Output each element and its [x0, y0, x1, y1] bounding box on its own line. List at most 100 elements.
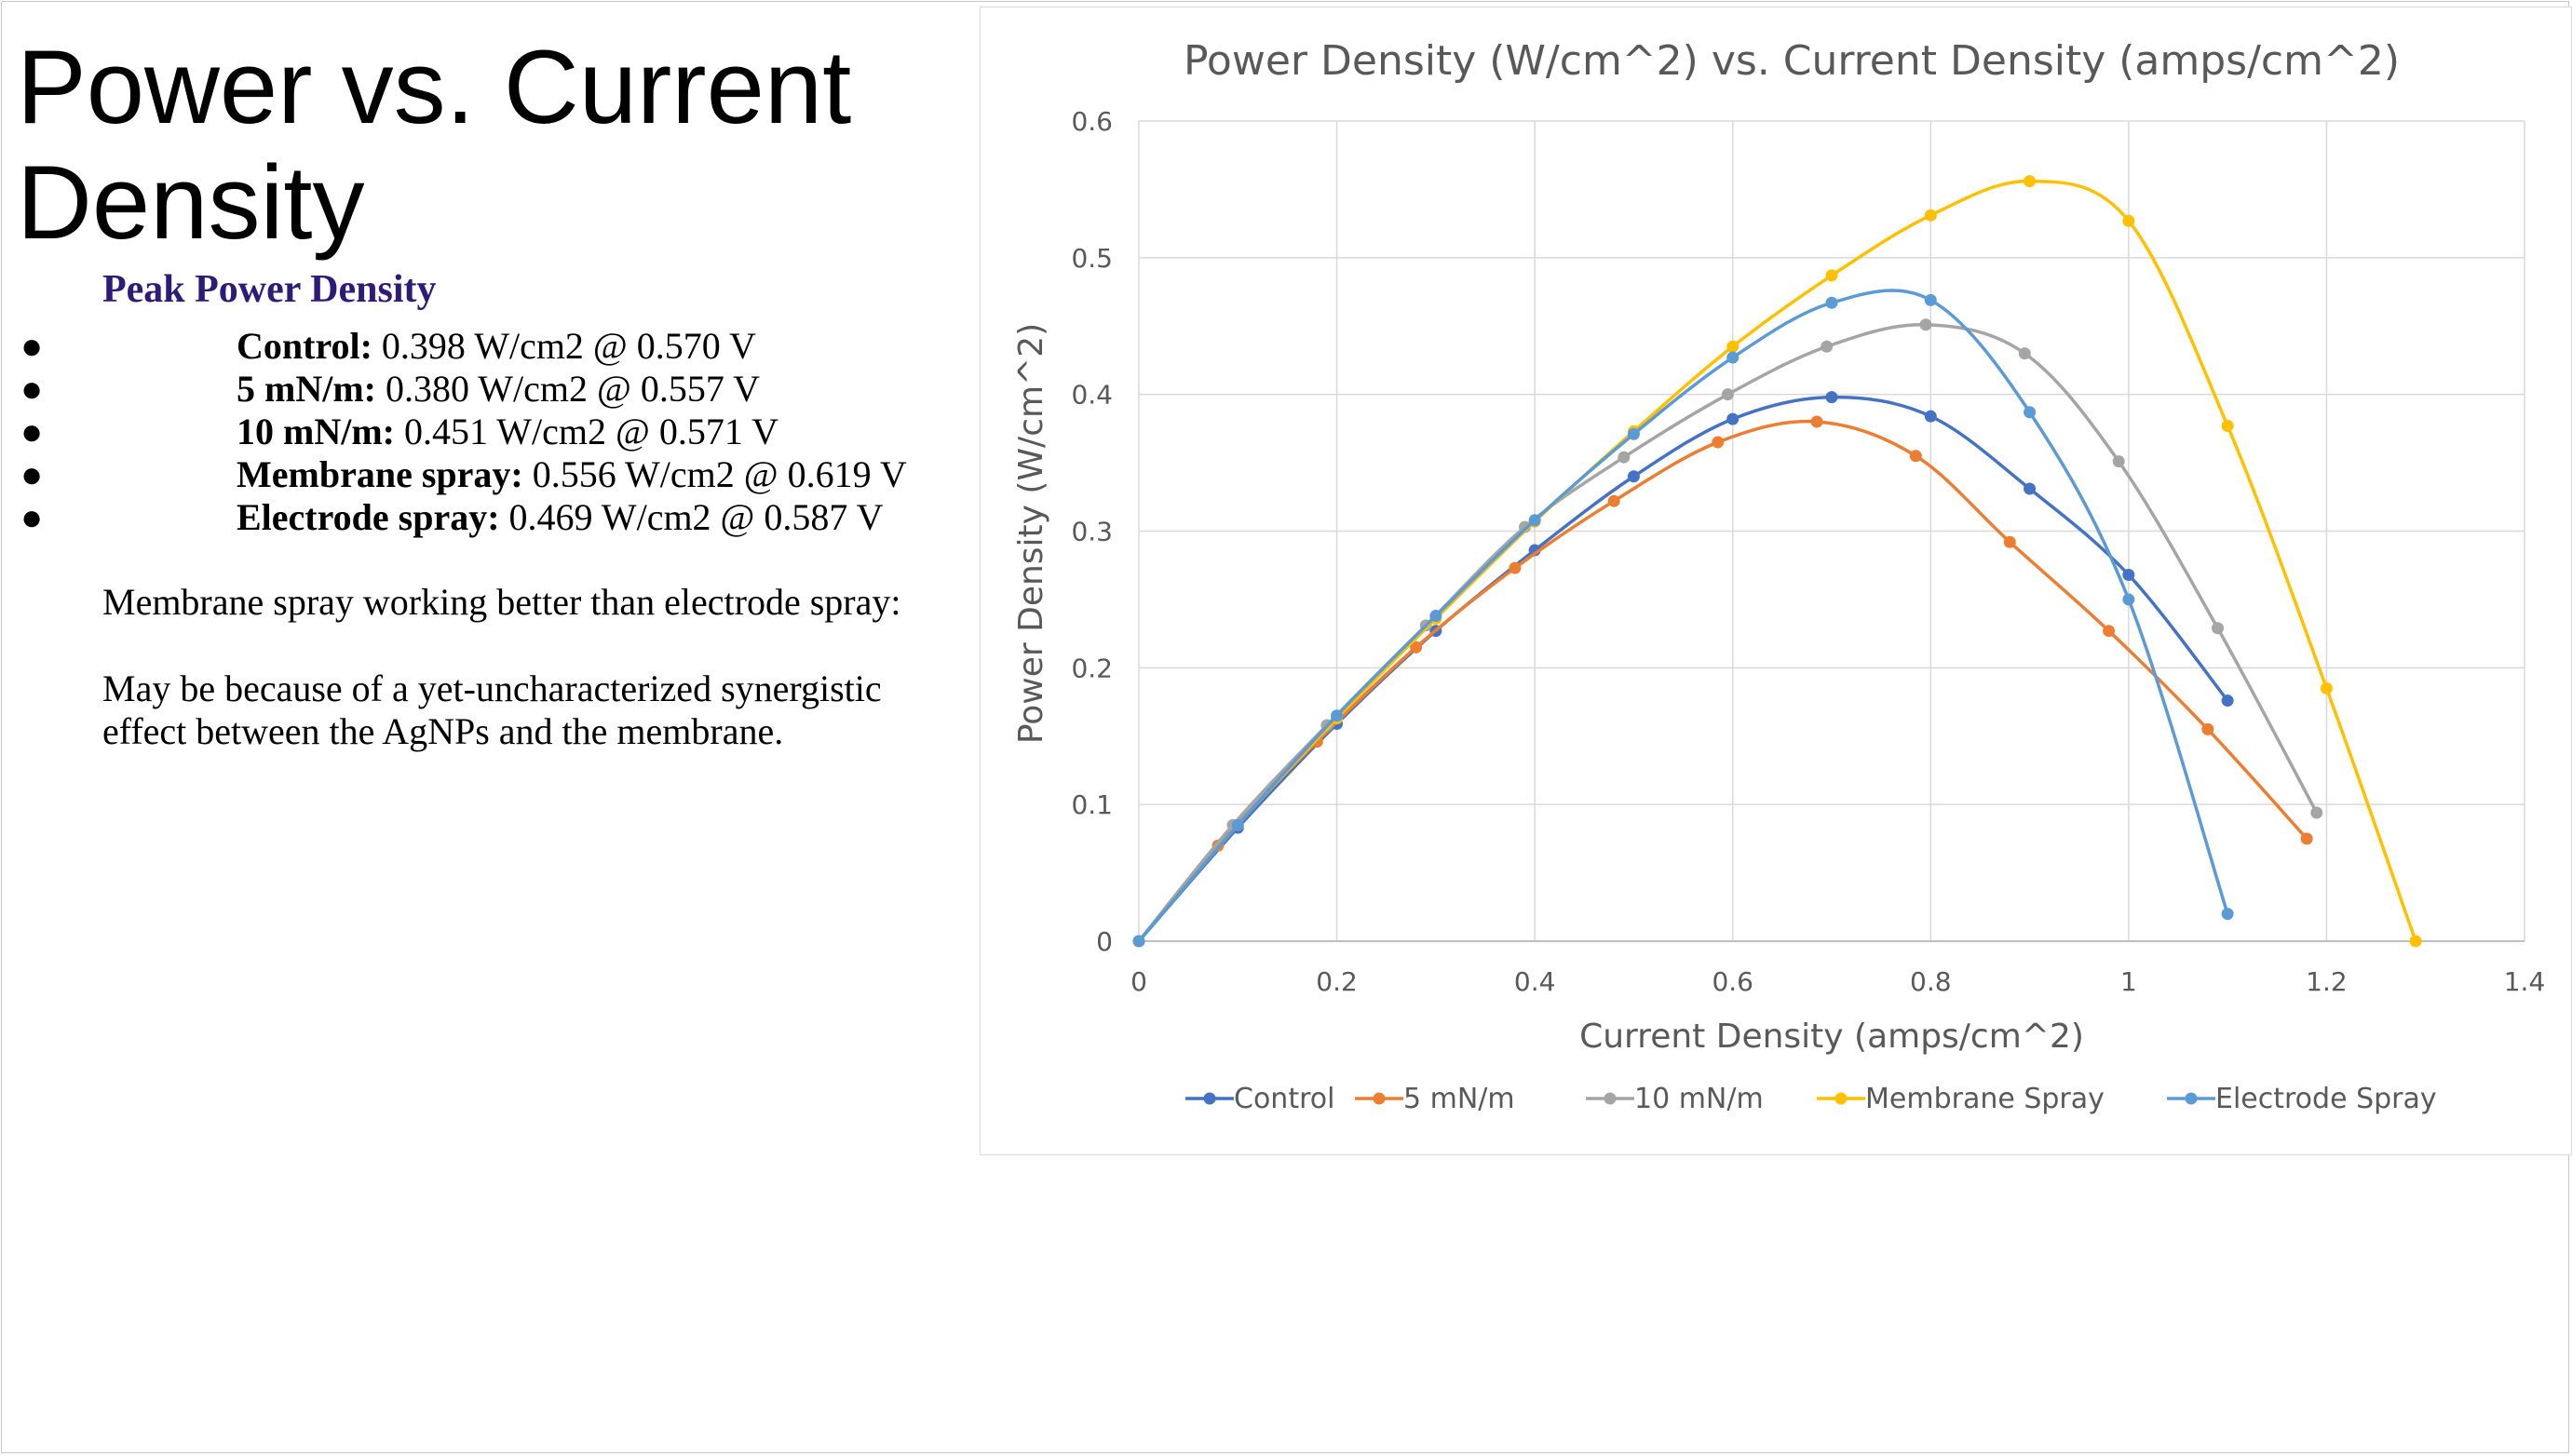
bullet-icon: ●: [20, 496, 44, 538]
peak-text: Electrode spray: 0.469 W/cm2 @ 0.587 V: [237, 496, 884, 539]
data-point: [2212, 622, 2225, 635]
bullet-icon: ●: [20, 325, 44, 367]
data-point: [1132, 935, 1145, 948]
data-point: [1825, 269, 1838, 282]
data-point: [2320, 681, 2333, 694]
data-point: [2018, 347, 2031, 360]
legend-item: Electrode Spray: [2167, 1083, 2437, 1115]
y-tick-label: 0.4: [1071, 380, 1113, 411]
legend-item: Membrane Spray: [1817, 1083, 2105, 1115]
peak-text: Membrane spray: 0.556 W/cm2 @ 0.619 V: [237, 453, 907, 496]
data-point: [2003, 535, 2016, 548]
bullet-icon: ●: [20, 453, 44, 495]
y-tick-label: 0: [1096, 926, 1113, 957]
legend-label: 10 mN/m: [1634, 1083, 1764, 1115]
data-point: [1528, 514, 1541, 527]
data-point: [1331, 709, 1344, 722]
series-line: [1137, 395, 2229, 943]
chart-title: Power Density (W/cm^2) vs. Current Densi…: [1184, 37, 2400, 85]
x-tick-label: 1.4: [2504, 966, 2546, 997]
data-point: [1919, 318, 1932, 331]
observation-text: Membrane spray working better than elect…: [102, 581, 901, 623]
data-point: [2221, 419, 2234, 432]
data-point: [2310, 806, 2323, 819]
series-membrane-spray: [1132, 175, 2422, 948]
peak-value: 0.398 W/cm2 @ 0.570 V: [372, 325, 756, 367]
x-tick-label: 0.6: [1712, 966, 1753, 997]
data-point: [2024, 175, 2037, 188]
legend-marker: [1203, 1092, 1216, 1105]
legend-item: 10 mN/m: [1586, 1083, 1764, 1115]
slide-title: Power vs. Current Density: [17, 30, 948, 261]
legend-marker: [1373, 1092, 1386, 1105]
data-point: [2024, 482, 2037, 495]
series-5-mn-m: [1132, 415, 2313, 948]
data-point: [2300, 832, 2313, 845]
data-point: [2409, 935, 2422, 948]
series-line: [1137, 289, 2229, 943]
peak-label: Electrode spray:: [237, 496, 500, 538]
data-point: [1810, 415, 1823, 428]
title-line-1: Power vs. Current: [17, 29, 852, 145]
data-point: [1924, 209, 1937, 222]
peak-value: 0.380 W/cm2 @ 0.557 V: [375, 368, 760, 410]
peak-label: Control:: [237, 325, 372, 367]
x-tick-label: 0.4: [1514, 966, 1556, 997]
data-point: [2221, 694, 2234, 708]
peak-text: 10 mN/m: 0.451 W/cm2 @ 0.571 V: [237, 411, 778, 453]
legend-label: Control: [1234, 1083, 1334, 1115]
chart-container: Power Density (W/cm^2) vs. Current Densi…: [980, 7, 2572, 1155]
data-point: [1410, 640, 1423, 654]
y-tick-label: 0.2: [1071, 653, 1113, 683]
data-point: [1618, 451, 1631, 464]
data-point: [2122, 214, 2135, 227]
legend-marker: [1834, 1092, 1848, 1105]
x-tick-label: 0: [1130, 966, 1147, 997]
data-point: [1627, 427, 1640, 440]
data-point: [1712, 436, 1725, 449]
bullet-icon: ●: [20, 411, 44, 452]
chart-axes: [1138, 121, 2525, 942]
data-point: [2024, 406, 2037, 419]
peak-value: 0.469 W/cm2 @ 0.587 V: [499, 496, 884, 538]
chart-ticks: 0 0.1 0.2 0.3 0.4 0.5 0.6 0 0.2 0.4 0.6 0.8 1 1.2 1.4: [1071, 106, 2545, 997]
data-point: [1726, 412, 1739, 425]
legend-item: Control: [1185, 1083, 1334, 1115]
peak-label: 5 mN/m:: [237, 368, 376, 410]
series-electrode-spray: [1132, 289, 2234, 948]
data-point: [1825, 296, 1838, 309]
data-point: [1825, 391, 1838, 404]
data-point: [1627, 470, 1640, 483]
x-tick-label: 1: [2120, 966, 2137, 997]
y-tick-label: 0.5: [1071, 243, 1113, 274]
data-point: [2122, 593, 2135, 606]
legend-label: Electrode Spray: [2215, 1083, 2437, 1115]
chart-series: [1132, 175, 2422, 948]
data-point: [1231, 818, 1244, 831]
y-tick-label: 0.1: [1071, 789, 1113, 820]
legend-marker: [2185, 1092, 2198, 1105]
peak-text: 5 mN/m: 0.380 W/cm2 @ 0.557 V: [237, 368, 760, 411]
x-tick-label: 0.2: [1316, 966, 1358, 997]
data-point: [2103, 625, 2116, 638]
hypothesis-text: May be because of a yet-uncharacterized …: [102, 667, 882, 752]
data-point: [1924, 293, 1937, 306]
data-point: [2112, 455, 2125, 468]
title-line-2: Density: [17, 144, 365, 261]
x-axis-label: Current Density (amps/cm^2): [1579, 1018, 2084, 1056]
y-axis-label: Power Density (W/cm^2): [1012, 323, 1050, 744]
legend-marker: [1604, 1092, 1617, 1105]
data-point: [1509, 561, 1522, 574]
peak-label: 10 mN/m:: [237, 411, 395, 452]
legend-item: 5 mN/m: [1355, 1083, 1515, 1115]
data-point: [1821, 340, 1834, 353]
series-10-mn-m: [1132, 318, 2323, 948]
data-point: [2221, 908, 2234, 921]
power-density-chart: Power Density (W/cm^2) vs. Current Densi…: [1012, 37, 2545, 1115]
legend-label: Membrane Spray: [1865, 1083, 2105, 1115]
data-point: [1429, 610, 1442, 623]
peak-value: 0.556 W/cm2 @ 0.619 V: [522, 453, 907, 495]
data-point: [2201, 722, 2214, 735]
data-point: [1721, 388, 1734, 401]
